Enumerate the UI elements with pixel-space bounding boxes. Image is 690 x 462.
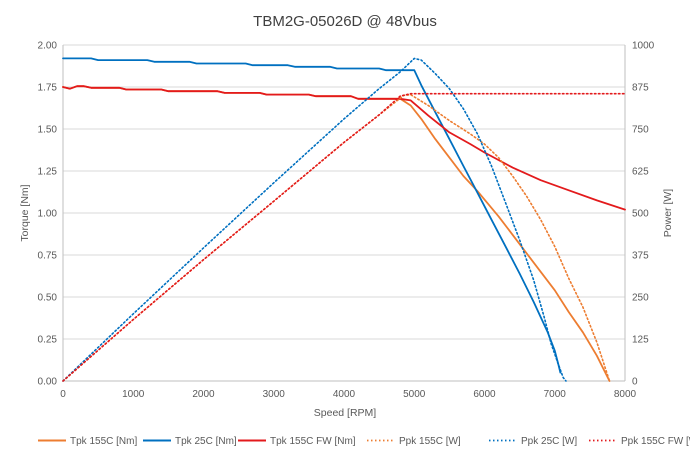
y2-tick-label: 375 xyxy=(632,251,649,262)
x-tick-label: 4000 xyxy=(333,389,356,400)
y-axis-label: Torque [Nm] xyxy=(19,184,31,241)
y2-axis-label: Power [W] xyxy=(662,189,674,238)
legend: Tpk 155C [Nm] Tpk 25C [Nm] Tpk 155C FW [Nm… xyxy=(38,436,690,447)
series-line-0 xyxy=(62,85,611,382)
y2-tick-label: 0 xyxy=(632,377,638,388)
x-tick-label: 6000 xyxy=(473,389,496,400)
x-tick-label: 0 xyxy=(60,389,66,400)
y2-tick-label: 625 xyxy=(632,167,649,178)
x-tick-label: 5000 xyxy=(403,389,426,400)
x-axis-label: Speed [RPM] xyxy=(314,407,377,419)
legend-entry: Tpk 155C [Nm] xyxy=(70,436,137,447)
y2-tick-label: 1000 xyxy=(632,41,655,52)
y2-tick-label: 250 xyxy=(632,293,649,304)
y-tick-label: 0.25 xyxy=(38,335,58,346)
series-line-4 xyxy=(62,57,567,382)
series-line-3 xyxy=(62,93,611,382)
legend-entry: Ppk 155C FW [W] xyxy=(621,436,690,447)
series-layer xyxy=(62,57,626,382)
y2-tick-label: 125 xyxy=(632,335,649,346)
x-tick-label: 1000 xyxy=(122,389,145,400)
y2-tick-label: 500 xyxy=(632,209,649,220)
y-tick-label: 0.00 xyxy=(38,377,58,388)
series-line-2 xyxy=(62,85,626,211)
legend-entry: Ppk 25C [W] xyxy=(521,436,577,447)
y-tick-label: 2.00 xyxy=(38,41,58,52)
y-tick-label: 1.25 xyxy=(38,167,58,178)
chart-title: TBM2G-05026D @ 48Vbus xyxy=(253,13,437,30)
y2-tick-label: 875 xyxy=(632,83,649,94)
x-tick-label: 7000 xyxy=(544,389,567,400)
legend-entry: Ppk 155C [W] xyxy=(399,436,461,447)
y-tick-label: 0.75 xyxy=(38,251,58,262)
gridlines xyxy=(63,44,625,340)
y-tick-label: 0.50 xyxy=(38,293,58,304)
x-tick-label: 8000 xyxy=(614,389,637,400)
legend-entry: Tpk 155C FW [Nm] xyxy=(270,436,356,447)
y2-tick-label: 750 xyxy=(632,125,649,136)
series-line-1 xyxy=(62,57,562,374)
y-tick-label: 1.50 xyxy=(38,125,58,136)
legend-entry: Tpk 25C [Nm] xyxy=(175,436,237,447)
x-tick-label: 2000 xyxy=(192,389,215,400)
series-line-5 xyxy=(62,92,626,382)
x-tick-label: 3000 xyxy=(263,389,286,400)
y-tick-label: 1.00 xyxy=(38,209,58,220)
y-tick-label: 1.75 xyxy=(38,83,58,94)
